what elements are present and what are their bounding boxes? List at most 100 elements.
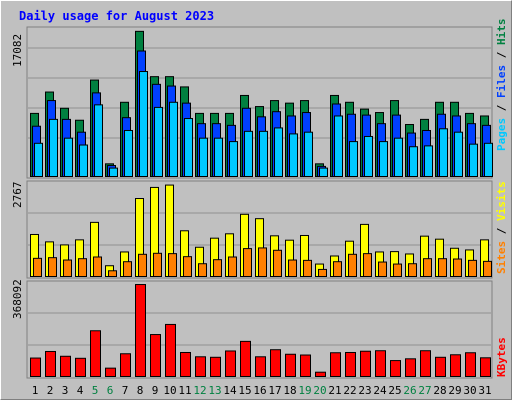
- kbytes-bar: [345, 351, 356, 378]
- kbytes-bar: [435, 356, 446, 377]
- sites-bar: [408, 263, 417, 277]
- x-axis-tick-label: 27: [418, 384, 431, 397]
- pages-bar: [229, 141, 238, 178]
- kbytes-bar: [330, 352, 341, 378]
- pages-bar: [34, 142, 43, 177]
- pages-bar: [364, 135, 373, 178]
- kbytes-bar: [180, 351, 191, 378]
- x-axis-tick-label: 8: [137, 384, 144, 397]
- bars: [30, 30, 493, 378]
- pages-bar: [289, 133, 298, 178]
- kbytes-bar: [480, 357, 491, 377]
- kbytes-bar: [375, 350, 386, 378]
- x-axis-tick-label: 3: [62, 384, 69, 397]
- pages-bar: [334, 115, 343, 177]
- legend-kbytes: KBytes: [495, 337, 508, 377]
- legend-sites: Sites: [495, 241, 508, 274]
- bottom-panel-legend: KBytes: [495, 337, 508, 377]
- kbytes-bar: [315, 371, 326, 378]
- pages-bar: [259, 130, 268, 178]
- pages-bar: [184, 118, 193, 177]
- sites-bar: [438, 258, 447, 277]
- x-axis-tick-label: 30: [463, 384, 476, 397]
- kbytes-bar: [420, 350, 431, 378]
- sites-bar: [108, 270, 117, 278]
- pages-bar: [424, 145, 433, 177]
- sites-bar: [393, 263, 402, 278]
- pages-bar: [49, 118, 58, 177]
- pages-bar: [139, 71, 148, 177]
- legend-sep-2: /: [495, 45, 508, 65]
- kbytes-bar: [390, 360, 401, 378]
- x-axis-labels: 1 2 3 4 5 6 7 8 9 10 11 12 13 14 15 16 17 18 19 20 21 22 23 24 2…: [32, 384, 492, 397]
- pages-bar: [169, 101, 178, 177]
- sites-bar: [273, 249, 282, 278]
- x-axis-tick-label: 14: [223, 384, 237, 397]
- sites-bar: [468, 259, 477, 278]
- kbytes-bar: [240, 340, 251, 378]
- sites-bar: [93, 256, 102, 277]
- x-axis-tick-label: 9: [152, 384, 159, 397]
- sites-bar: [33, 257, 42, 278]
- sites-bar: [123, 261, 132, 277]
- legend-sep-3: /: [495, 221, 508, 241]
- kbytes-bar: [255, 356, 266, 377]
- pages-bar: [274, 127, 283, 178]
- legend-pages: Pages: [495, 118, 508, 151]
- pages-bar: [199, 137, 208, 177]
- x-axis-tick-label: 21: [328, 384, 341, 397]
- kbytes-bar: [135, 284, 146, 378]
- kbytes-bar: [30, 357, 41, 377]
- x-axis-tick-label: 15: [238, 384, 251, 397]
- x-axis-tick-label: 1: [32, 384, 39, 397]
- pages-bar: [469, 143, 478, 178]
- sites-bar: [333, 261, 342, 277]
- x-axis-tick-label: 28: [433, 384, 446, 397]
- sites-bar: [198, 263, 207, 277]
- x-axis-tick-label: 26: [403, 384, 416, 397]
- sites-bar: [78, 258, 87, 277]
- legend-sep-1: /: [495, 98, 508, 118]
- x-axis-tick-label: 6: [107, 384, 114, 397]
- pages-bar: [439, 128, 448, 177]
- pages-bar: [64, 137, 73, 177]
- pages-bar: [394, 137, 403, 177]
- legend-hits: Hits: [495, 19, 508, 46]
- x-axis-tick-label: 11: [178, 384, 191, 397]
- kbytes-bar: [360, 350, 371, 378]
- x-axis-tick-label: 31: [478, 384, 491, 397]
- pages-bar: [379, 141, 388, 178]
- x-axis-tick-label: 18: [283, 384, 296, 397]
- x-axis-tick-label: 16: [253, 384, 266, 397]
- sites-bar: [288, 259, 297, 277]
- pages-bar: [304, 131, 313, 177]
- kbytes-bar: [465, 352, 476, 378]
- sites-bar: [258, 247, 267, 277]
- x-axis-tick-label: 2: [47, 384, 54, 397]
- kbytes-bar: [285, 353, 296, 377]
- sites-bar: [168, 253, 177, 278]
- sites-bar: [213, 259, 222, 278]
- x-axis-tick-label: 5: [92, 384, 99, 397]
- kbytes-bar: [225, 350, 236, 378]
- sites-bar: [48, 257, 57, 278]
- sites-bar: [318, 268, 327, 277]
- x-axis-tick-label: 29: [448, 384, 461, 397]
- pages-bar: [319, 167, 328, 178]
- middle-ymax-label: 2767: [11, 182, 24, 209]
- kbytes-bar: [270, 349, 281, 378]
- legend-visits: Visits: [495, 181, 508, 221]
- sites-bar: [153, 252, 162, 277]
- pages-bar: [109, 167, 118, 178]
- sites-bar: [483, 260, 492, 277]
- pages-bar: [154, 106, 163, 177]
- legend-files: Files: [495, 65, 508, 98]
- sites-bar: [303, 259, 312, 278]
- kbytes-bar: [60, 355, 71, 377]
- x-axis-tick-label: 17: [268, 384, 281, 397]
- sites-bar: [348, 253, 357, 278]
- pages-bar: [454, 131, 463, 177]
- kbytes-bar: [210, 356, 221, 377]
